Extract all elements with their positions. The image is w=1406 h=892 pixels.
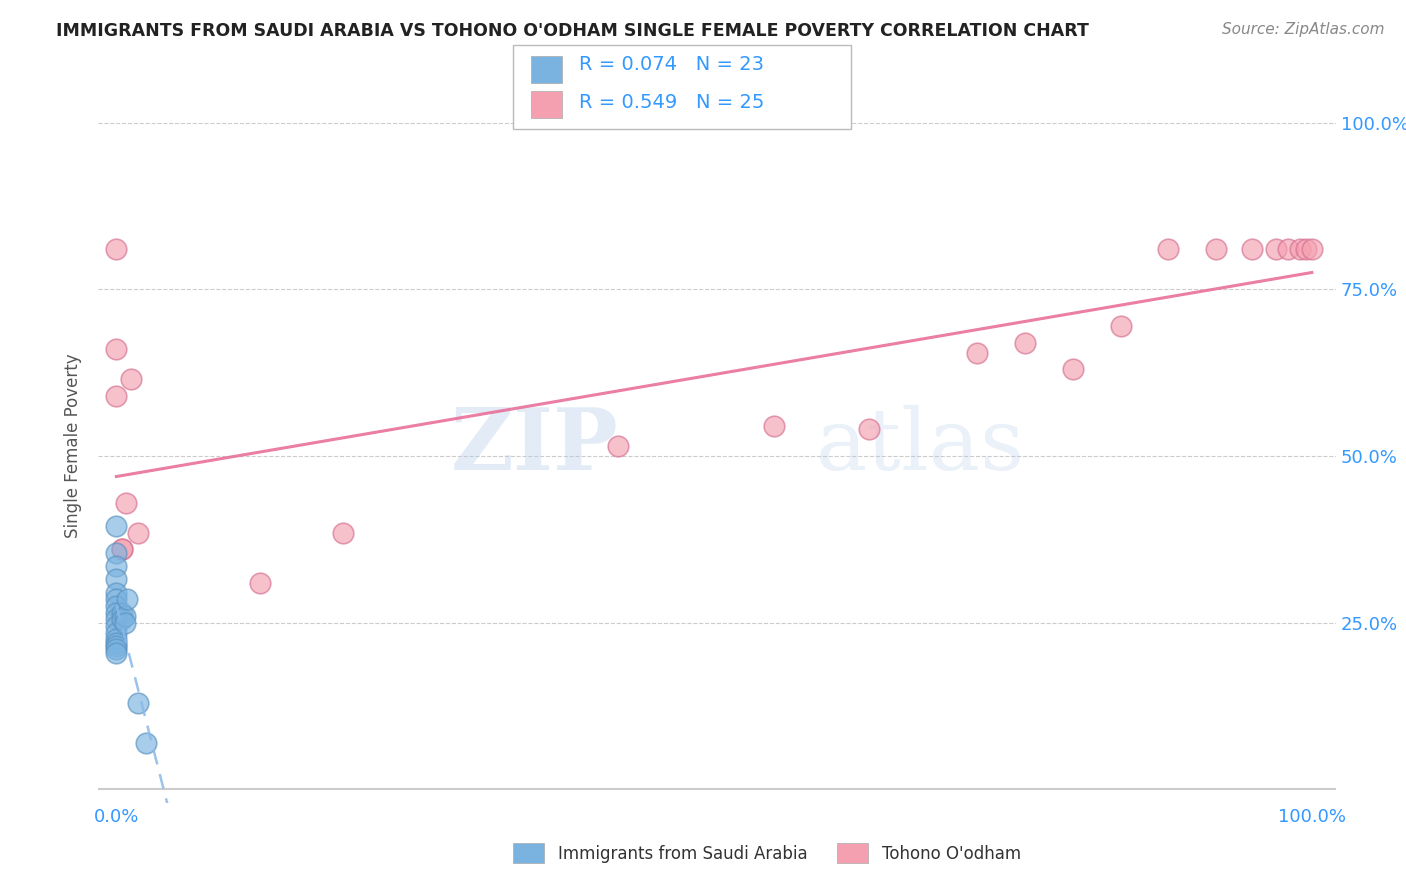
Point — [105, 546, 128, 560]
Text: Tohono O'odham: Tohono O'odham — [882, 845, 1021, 863]
Point — [1109, 318, 1132, 333]
Point — [762, 419, 785, 434]
Point — [1264, 242, 1286, 256]
Text: atlas: atlas — [815, 404, 1025, 488]
Point — [115, 496, 138, 510]
Point — [105, 343, 128, 357]
Point — [332, 525, 354, 540]
Point — [1062, 362, 1084, 376]
Point — [105, 389, 128, 403]
Point — [105, 632, 128, 647]
Point — [105, 636, 128, 650]
Point — [105, 625, 128, 640]
Point — [111, 612, 134, 626]
Point — [105, 559, 128, 574]
Point — [114, 609, 136, 624]
Point — [105, 573, 128, 587]
Point — [607, 439, 630, 453]
Point — [1277, 242, 1299, 256]
Point — [1240, 242, 1263, 256]
Point — [135, 736, 157, 750]
Point — [111, 606, 134, 620]
Point — [127, 696, 149, 710]
Text: Source: ZipAtlas.com: Source: ZipAtlas.com — [1222, 22, 1385, 37]
Point — [105, 519, 128, 533]
Point — [966, 345, 988, 359]
Point — [114, 615, 136, 630]
Point — [1205, 242, 1227, 256]
Point — [1295, 242, 1317, 256]
Point — [105, 599, 128, 613]
Point — [111, 542, 134, 557]
Point — [105, 639, 128, 653]
Text: IMMIGRANTS FROM SAUDI ARABIA VS TOHONO O'ODHAM SINGLE FEMALE POVERTY CORRELATION: IMMIGRANTS FROM SAUDI ARABIA VS TOHONO O… — [56, 22, 1090, 40]
Point — [1014, 335, 1036, 350]
Point — [115, 592, 138, 607]
Point — [105, 606, 128, 620]
Point — [105, 242, 128, 256]
Y-axis label: Single Female Poverty: Single Female Poverty — [65, 354, 83, 538]
Point — [858, 422, 880, 436]
Point — [1157, 242, 1180, 256]
Point — [111, 542, 134, 557]
Point — [105, 642, 128, 657]
Text: Immigrants from Saudi Arabia: Immigrants from Saudi Arabia — [558, 845, 808, 863]
Point — [249, 575, 271, 590]
Text: ZIP: ZIP — [450, 404, 619, 488]
Point — [105, 646, 128, 660]
Point — [105, 592, 128, 607]
Point — [127, 525, 149, 540]
Point — [1288, 242, 1310, 256]
Text: R = 0.074   N = 23: R = 0.074 N = 23 — [579, 54, 765, 74]
Point — [105, 619, 128, 633]
Point — [120, 372, 142, 386]
Point — [105, 585, 128, 599]
Text: R = 0.549   N = 25: R = 0.549 N = 25 — [579, 93, 765, 112]
Point — [105, 612, 128, 626]
Point — [1301, 242, 1323, 256]
